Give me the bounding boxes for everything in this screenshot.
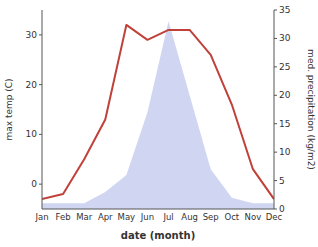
x-tick-label: Jan xyxy=(34,212,48,222)
y2-tick-label: 20 xyxy=(279,90,291,100)
y2-tick xyxy=(274,38,277,39)
y2-tick-label: 30 xyxy=(279,33,291,43)
area xyxy=(42,21,274,209)
x-tick-label: Dec xyxy=(266,212,283,222)
x-tick-label: Jul xyxy=(162,212,173,222)
x-axis-label: date (month) xyxy=(121,230,195,241)
y2-tick-label: 15 xyxy=(279,119,290,129)
plot-area xyxy=(42,21,274,209)
y2-tick-label: 35 xyxy=(279,5,290,15)
x-tick-label: Apr xyxy=(98,212,113,222)
x-tick-label: Sep xyxy=(203,212,219,222)
y2-tick xyxy=(274,180,277,181)
y2-tick-label: 10 xyxy=(279,147,291,157)
y2-tick-label: 5 xyxy=(279,176,285,186)
y2-tick xyxy=(274,66,277,67)
y-tick-label: 0 xyxy=(31,179,37,189)
y-tick xyxy=(39,84,42,85)
y2-axis-label: med. precipitation (kg/m2) xyxy=(306,49,316,170)
y2-tick xyxy=(274,123,277,124)
y-tick-label: 20 xyxy=(26,80,38,90)
y-tick xyxy=(39,34,42,35)
x-tick-label: Feb xyxy=(56,212,71,222)
y-tick xyxy=(39,134,42,135)
x-tick-label: Mar xyxy=(76,212,93,222)
x-tick-label: Oct xyxy=(224,212,239,222)
x-tick-label: May xyxy=(118,212,136,222)
x-tick-label: Jun xyxy=(140,212,154,222)
x-axis-line xyxy=(42,209,274,210)
y2-tick xyxy=(274,209,277,210)
y-tick xyxy=(39,184,42,185)
y2-axis-line xyxy=(274,10,275,209)
y2-tick xyxy=(274,152,277,153)
y2-tick xyxy=(274,95,277,96)
line xyxy=(42,25,274,199)
x-tick-label: Nov xyxy=(245,212,262,222)
y-tick-label: 10 xyxy=(26,129,38,139)
y2-tick xyxy=(274,10,277,11)
x-tick-label: Aug xyxy=(181,212,198,222)
y-axis-label: max temp (C) xyxy=(4,78,14,140)
y-tick-label: 30 xyxy=(26,30,38,40)
y-axis-line xyxy=(42,10,43,209)
chart: 010203005101520253035JanFebMarAprMayJunJ… xyxy=(0,0,318,247)
y2-tick-label: 25 xyxy=(279,62,290,72)
